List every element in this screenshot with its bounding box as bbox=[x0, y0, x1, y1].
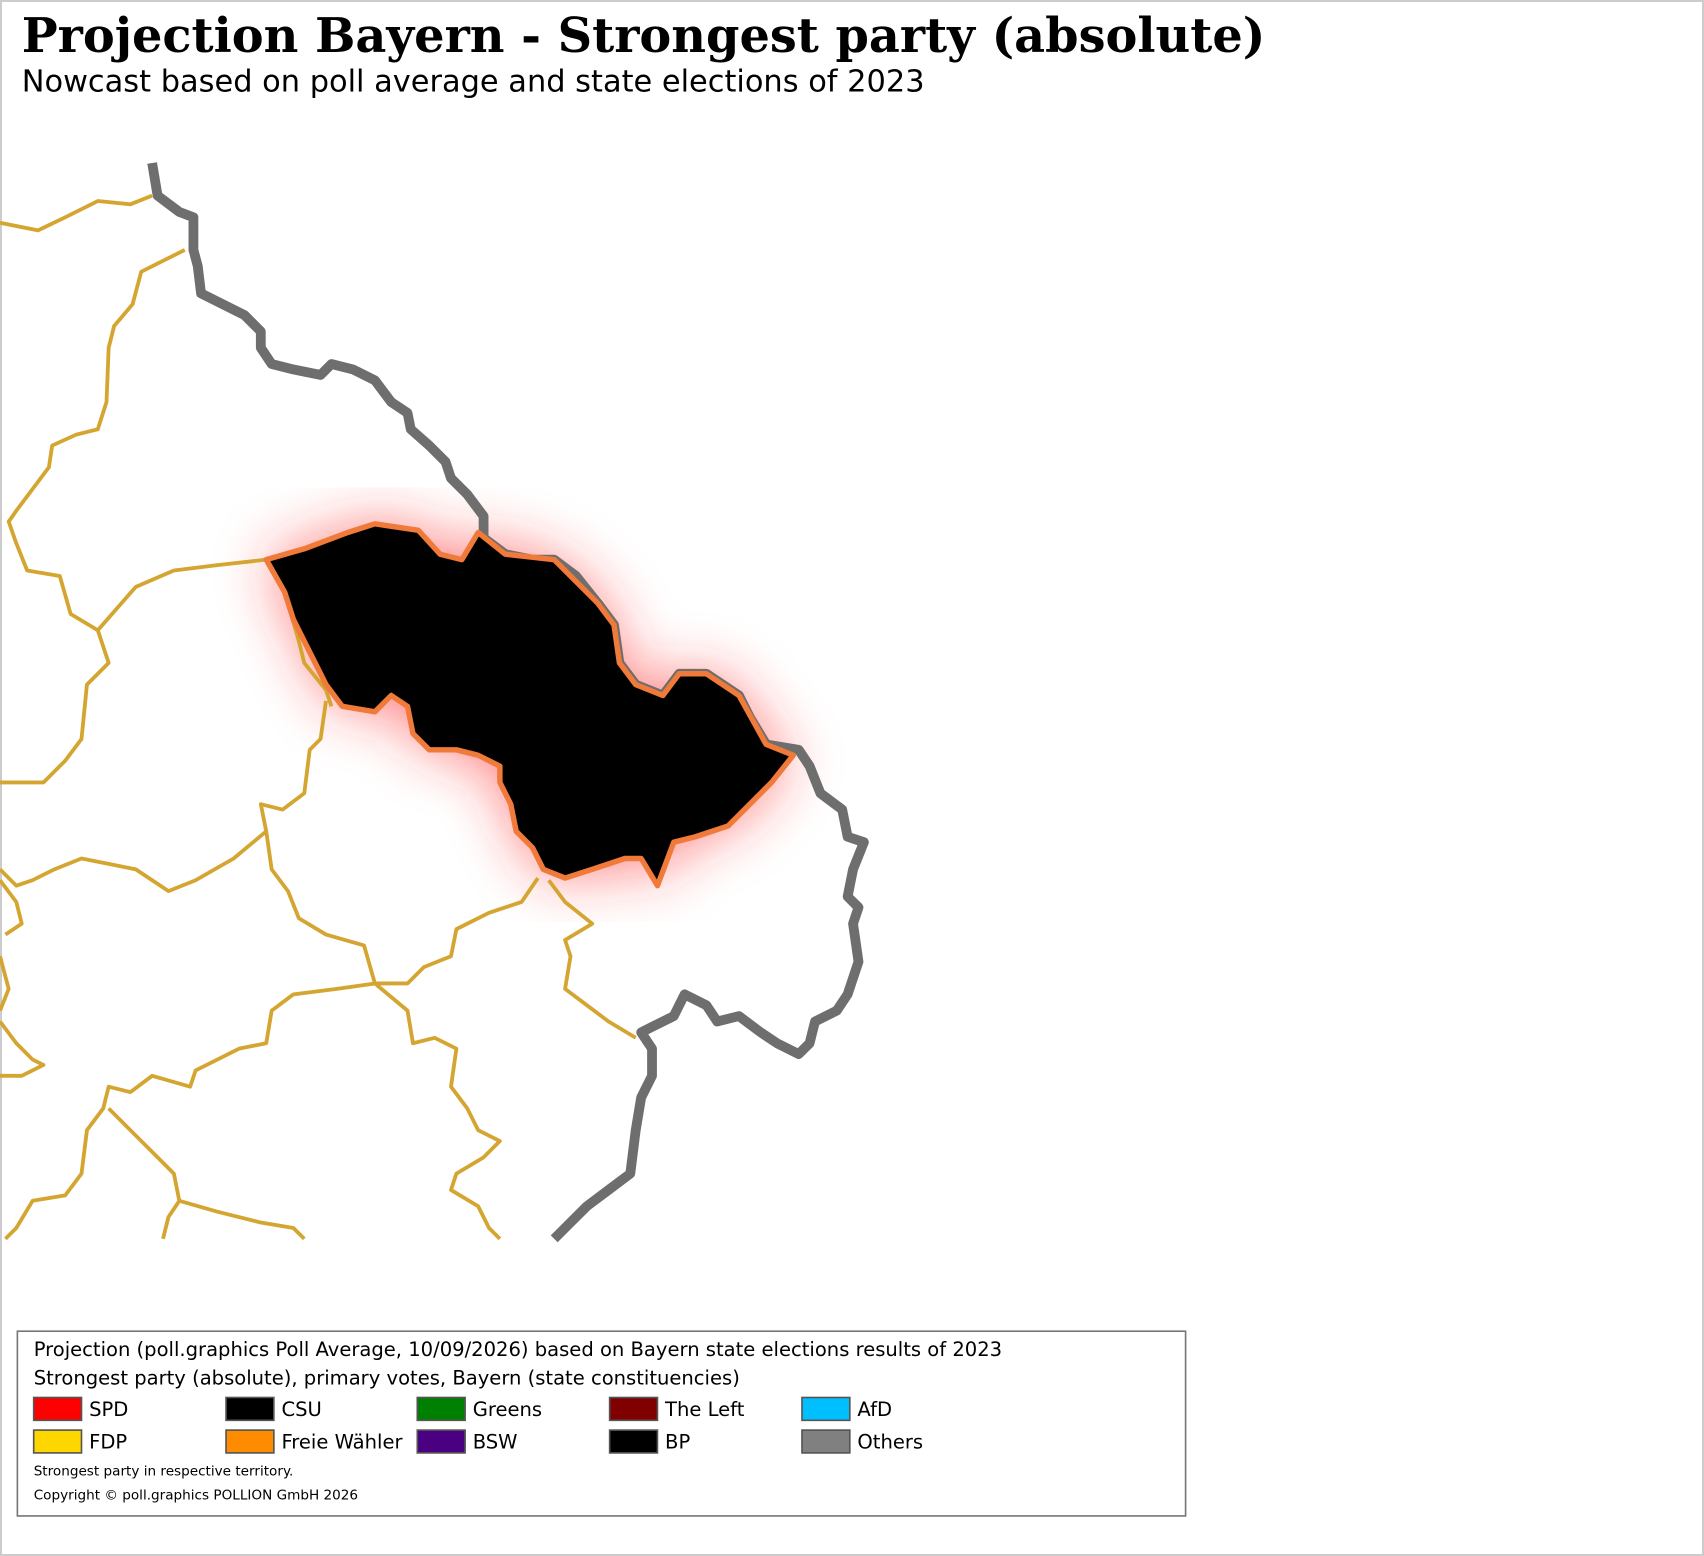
copyright: Copyright © poll.graphics POLLION GmbH 2… bbox=[34, 1488, 358, 1504]
highlighted-constituency bbox=[263, 521, 797, 889]
legend-swatch bbox=[608, 1429, 659, 1454]
subtitle: Nowcast based on poll average and state … bbox=[22, 64, 925, 99]
legend-swatch bbox=[416, 1396, 466, 1422]
legend-swatch bbox=[225, 1396, 275, 1422]
legend-swatch bbox=[225, 1429, 275, 1454]
legend-label: CSU bbox=[281, 1398, 321, 1421]
legend-label: BSW bbox=[473, 1431, 518, 1454]
title: Projection Bayern - Strongest party (abs… bbox=[22, 8, 1266, 64]
legend-swatch bbox=[32, 1396, 83, 1422]
legend-swatch bbox=[32, 1429, 83, 1454]
legend-label: BP bbox=[665, 1431, 690, 1454]
legend-label: Greens bbox=[473, 1398, 542, 1421]
legend-subheading: Strongest party (absolute), primary vote… bbox=[34, 1366, 740, 1389]
map: Projection Bayern - Strongest party (abs… bbox=[0, 8, 1266, 1517]
legend-swatch bbox=[608, 1396, 659, 1422]
legend-label: AfD bbox=[857, 1398, 892, 1421]
legend-label: The Left bbox=[664, 1398, 745, 1421]
legend-swatch bbox=[801, 1429, 851, 1454]
legend-swatch bbox=[801, 1396, 851, 1422]
legend-label: Others bbox=[857, 1431, 923, 1454]
legend-heading: Projection (poll.graphics Poll Average, … bbox=[34, 1338, 1002, 1361]
legend-label: FDP bbox=[89, 1431, 127, 1454]
legend: Projection (poll.graphics Poll Average, … bbox=[16, 1330, 1187, 1517]
legend-swatch bbox=[416, 1429, 466, 1454]
legend-note: Strongest party in respective territory. bbox=[34, 1464, 294, 1480]
legend-label: SPD bbox=[89, 1398, 128, 1421]
legend-box bbox=[16, 1330, 1187, 1517]
legend-label: Freie Wähler bbox=[281, 1431, 403, 1454]
